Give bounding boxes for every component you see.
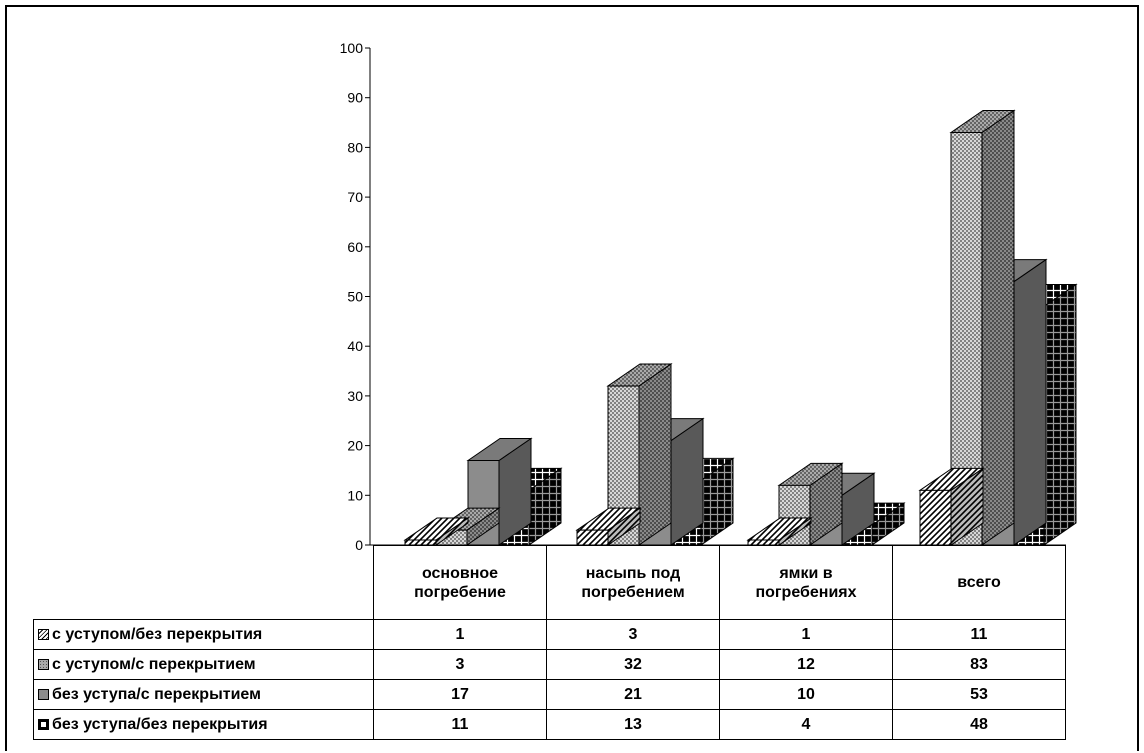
series-name: без уступа/без перекрытия: [52, 715, 268, 733]
value-cell: 17: [373, 679, 547, 710]
series-label: с уступом/без перекрытия: [33, 619, 374, 650]
y-tick-label: 80: [347, 139, 363, 155]
y-tick-label: 0: [355, 537, 363, 553]
legend-key-icon: [38, 658, 49, 670]
y-tick-label: 90: [347, 90, 363, 106]
series-label: без уступа/без перекрытия: [33, 709, 374, 740]
bar-0-2: [746, 517, 813, 546]
series-name: без уступа/с перекрытием: [52, 685, 261, 703]
bar-0-0: [403, 517, 470, 546]
category-header: всего: [892, 545, 1066, 620]
value-cell: 4: [719, 709, 893, 740]
category-header-row: основное погребение насыпь под погребением…: [34, 545, 1066, 620]
y-tick-label: 30: [347, 388, 363, 404]
bar-1-1: [606, 363, 673, 546]
table-corner: [34, 546, 374, 620]
category-label-line: погребением: [581, 583, 685, 601]
bar-front-face: [576, 529, 609, 546]
legend-key-icon: [38, 688, 49, 700]
category-label-line: основное: [421, 564, 499, 582]
bar-0-3: [918, 467, 985, 546]
value-cell: 3: [546, 619, 720, 650]
bar-side-face: [638, 363, 672, 546]
table-row: без уступа/без перекрытия 11 13 4 48: [33, 709, 1066, 740]
value-cell: 1: [373, 619, 547, 650]
category-header: насыпь под погребением: [546, 545, 720, 620]
table-row: с уступом/без перекрытия 1 3 1 11: [33, 619, 1066, 650]
table-row: с уступом/с перекрытием 3 32 12 83: [33, 649, 1066, 680]
category-label-line: погребениях: [755, 583, 857, 601]
bar-side-face: [1013, 258, 1047, 546]
value-cell: 48: [892, 709, 1066, 740]
y-tick-label: 50: [347, 289, 363, 305]
value-cell: 32: [546, 649, 720, 680]
category-label-line: насыпь под: [585, 564, 681, 582]
y-tick-label: 20: [347, 438, 363, 454]
bar-1-3: [949, 109, 1016, 546]
value-cell: 21: [546, 679, 720, 710]
value-cell: 83: [892, 649, 1066, 680]
category-header: основное погребение: [373, 545, 547, 620]
value-cell: 10: [719, 679, 893, 710]
value-cell: 11: [373, 709, 547, 740]
value-cell: 13: [546, 709, 720, 740]
y-tick-label: 60: [347, 239, 363, 255]
chart-frame: [5, 5, 1139, 751]
series-label: с уступом/с перекрытием: [33, 649, 374, 680]
value-cell: 11: [892, 619, 1066, 650]
legend-key-icon: [38, 718, 49, 730]
table-row: без уступа/с перекрытием 17 21 10 53: [33, 679, 1066, 710]
value-cell: 1: [719, 619, 893, 650]
series-label: без уступа/с перекрытием: [33, 679, 374, 710]
category-label-line: погребение: [414, 583, 506, 601]
bar-front-face: [919, 489, 952, 546]
data-table: основное погребение насыпь под погребением…: [33, 545, 1066, 740]
y-tick-label: 70: [347, 189, 363, 205]
series-name: с уступом/с перекрытием: [52, 655, 256, 673]
value-cell: 3: [373, 649, 547, 680]
series-name: с уступом/без перекрытия: [52, 625, 263, 643]
y-tick-label: 10: [347, 487, 363, 503]
y-tick-label: 100: [340, 40, 364, 56]
category-label-line: ямки в: [779, 564, 833, 582]
legend-key-icon: [38, 628, 49, 640]
y-tick-label: 40: [347, 338, 363, 354]
value-cell: 53: [892, 679, 1066, 710]
category-header: ямки в погребениях: [719, 545, 893, 620]
bar-side-face: [1043, 283, 1077, 546]
bar-side-face: [981, 109, 1015, 546]
value-cell: 12: [719, 649, 893, 680]
category-label-line: всего: [957, 574, 1001, 591]
